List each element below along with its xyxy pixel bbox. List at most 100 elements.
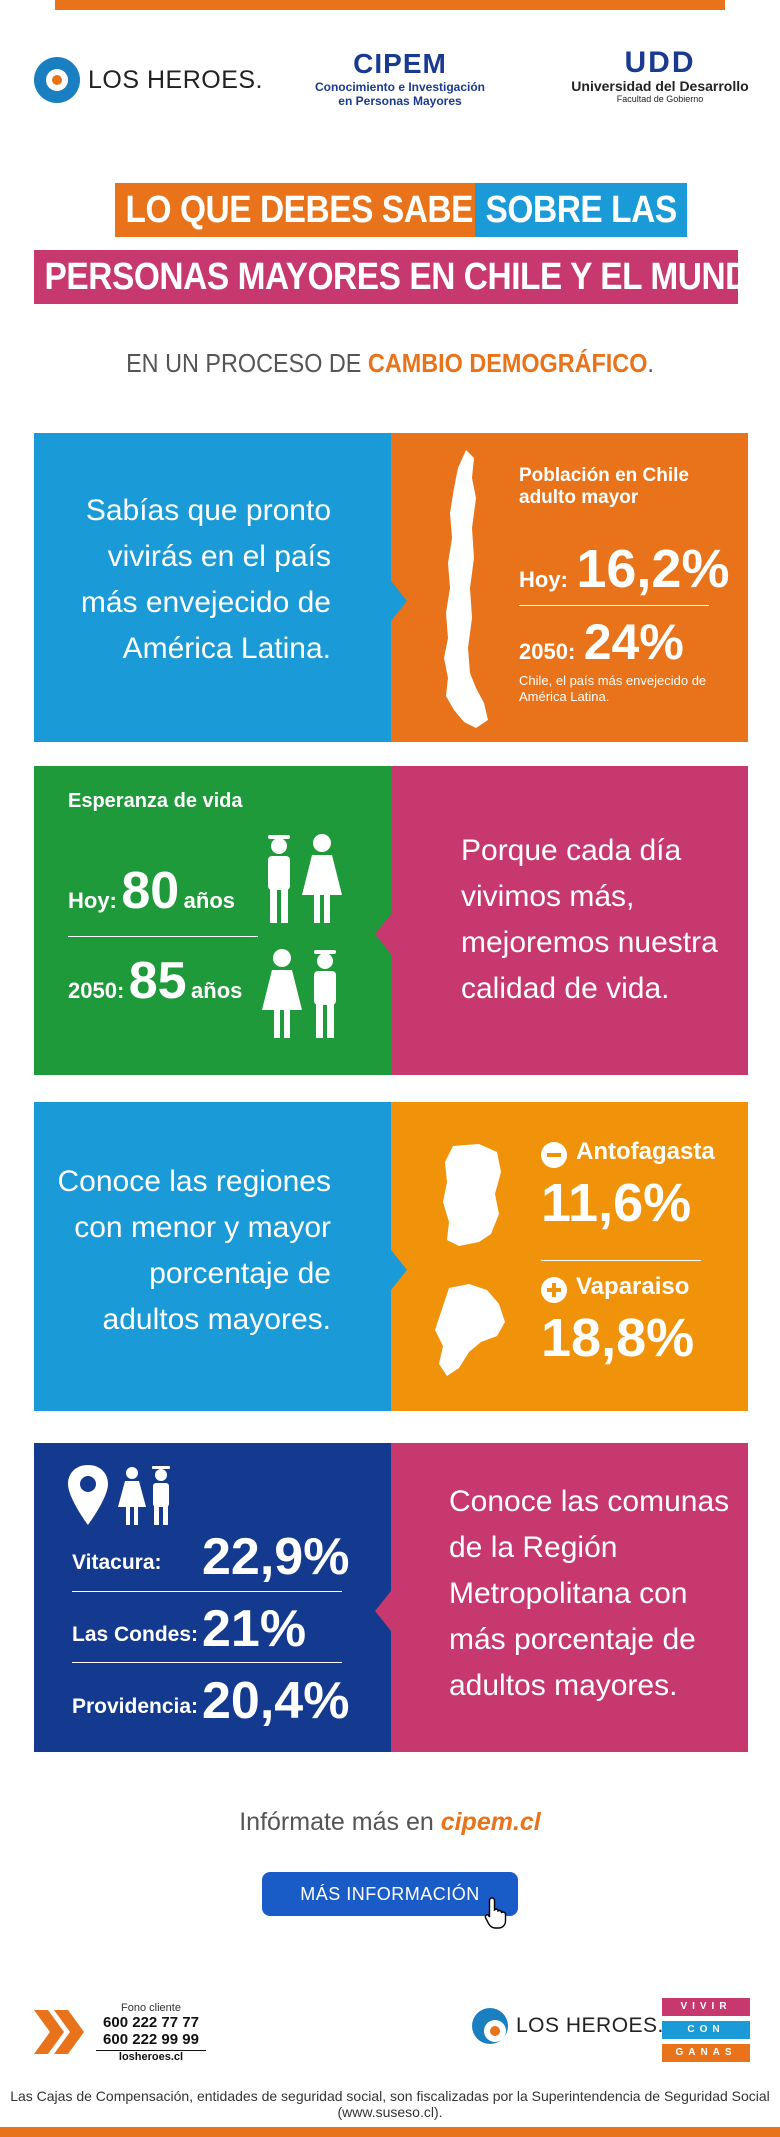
panel3-left: Conoce las regiones con menor y mayor po…	[34, 1102, 391, 1411]
panel4-row-value: 22,9%	[202, 1528, 350, 1586]
panel3-notch	[391, 1250, 407, 1290]
footer-los-heroes-logo[interactable]: LOS HEROES.	[472, 2008, 664, 2044]
panel1-right: Población en Chile adulto mayor Hoy: 16,…	[391, 433, 748, 742]
subtitle-prefix: EN UN PROCESO DE	[126, 348, 368, 378]
more-info-text: Infórmate más en cipem.cl	[0, 1808, 780, 1837]
panel2-left: Esperanza de vida Hoy: 80 años 2050: 85 …	[34, 766, 391, 1075]
more-info-button[interactable]: MÁS INFORMACIÓN	[262, 1872, 518, 1916]
site-link[interactable]: losheroes.cl	[96, 2050, 206, 2063]
udd-faculty: Facultad de Gobierno	[616, 94, 704, 104]
panel4-row-label: Vitacura:	[72, 1551, 162, 1574]
panel1-future-value: 24%	[583, 614, 684, 670]
los-heroes-logo-icon	[34, 57, 80, 103]
panel4-text-line: más porcentaje de	[449, 1623, 696, 1656]
vcg-word: GANAS	[662, 2044, 750, 2062]
panel4-notch	[375, 1591, 391, 1631]
panel1-text-line: América Latina.	[122, 632, 331, 665]
fono-label: Fono cliente	[121, 2002, 181, 2014]
panel3-text-line: adultos mayores.	[102, 1303, 331, 1336]
panel4-divider	[72, 1662, 342, 1663]
panel3-divider	[541, 1260, 701, 1261]
panel2-text-line: mejoremos nuestra	[461, 926, 718, 959]
panel3-text-line: con menor y mayor	[74, 1211, 331, 1244]
subtitle: EN UN PROCESO DE CAMBIO DEMOGRÁFICO.	[39, 348, 741, 379]
vivir-con-ganas-logo: VIVIR CON GANAS	[662, 1998, 750, 2062]
udd-logo[interactable]: UDD Universidad del Desarrollo Facultad …	[565, 46, 755, 105]
panel2-text-line: calidad de vida.	[461, 972, 670, 1005]
valparaiso-map-icon	[435, 1284, 505, 1376]
panel2-future-label: 2050:	[68, 978, 125, 1003]
panel2-heading: Esperanza de vida	[68, 790, 243, 812]
antofagasta-map-icon	[443, 1144, 501, 1246]
cipem-link[interactable]: cipem.cl	[440, 1808, 541, 1836]
panel1-note: Chile, el país más envejecido de	[519, 673, 707, 688]
location-people-icon	[68, 1465, 170, 1525]
panel4-text-line: adultos mayores.	[449, 1669, 678, 1702]
panel2-text-line: vivimos más,	[461, 880, 635, 913]
panel2-future-value: 85	[128, 952, 187, 1010]
contact-block: Fono cliente 600 222 77 77 600 222 99 99…	[96, 2002, 206, 2063]
panel1-heading: Población en Chile	[519, 465, 689, 486]
panel4-row-label: Las Condes:	[72, 1623, 199, 1646]
minus-icon	[541, 1142, 567, 1168]
panel4-row-label: Providencia:	[72, 1695, 199, 1718]
cipem-logo[interactable]: CIPEM Conocimiento e Investigación en Pe…	[300, 48, 500, 108]
panel1-text-line: Sabías que pronto	[85, 494, 331, 527]
panel3-region2-value: 18,8%	[541, 1308, 695, 1368]
panel2-today-unit: años	[183, 888, 235, 913]
panel3-text-line: Conoce las regiones	[57, 1165, 331, 1198]
panel2-right: Porque cada día vivimos más, mejoremos n…	[375, 766, 748, 1075]
panel4-right: Conoce las comunas de la Región Metropol…	[375, 1443, 748, 1752]
panel1-left: Sabías que pronto vivirás en el país más…	[34, 433, 391, 742]
panel3-region1-name: Antofagasta	[576, 1138, 715, 1165]
phone-number[interactable]: 600 222 77 77	[103, 2014, 199, 2031]
elderly-couple-icon	[268, 834, 342, 923]
panel1-note: América Latina.	[519, 689, 610, 704]
panel3-right: Antofagasta 11,6% Vaparaiso 18,8%	[391, 1102, 748, 1411]
top-accent-bar	[55, 0, 725, 10]
panel1-divider	[519, 605, 709, 606]
subtitle-highlight: CAMBIO DEMOGRÁFICO	[367, 348, 648, 378]
panel1-text-line: más envejecido de	[80, 586, 331, 619]
udd-mark: UDD	[624, 46, 696, 79]
panel1-future-label: 2050:	[519, 639, 576, 664]
panel1-notch	[391, 581, 407, 621]
panel4-text-line: de la Región	[449, 1531, 618, 1564]
subtitle-suffix: .	[647, 348, 654, 378]
elderly-couple-icon	[262, 949, 336, 1038]
phone-number[interactable]: 600 222 99 99	[103, 2031, 199, 2048]
panel1-text-line: vivirás en el país	[107, 540, 331, 573]
los-heroes-logo-text: LOS HEROES.	[88, 65, 263, 94]
panel2-today-value: 80	[121, 862, 180, 920]
panel4-left: Vitacura: 22,9% Las Condes: 21% Providen…	[34, 1443, 391, 1752]
title-line1-part2: SOBRE LAS	[475, 183, 688, 237]
cipem-subtitle-1: Conocimiento e Investigación	[314, 80, 486, 94]
panel4-text-line: Conoce las comunas	[449, 1485, 730, 1518]
vcg-word: VIVIR	[662, 1998, 750, 2016]
cipem-title: CIPEM	[353, 48, 447, 79]
title-line1-part1: LO QUE DEBES SABER	[115, 183, 508, 237]
panel4-row-value: 20,4%	[202, 1672, 350, 1730]
chile-map-icon	[444, 450, 488, 728]
panel1-heading: adulto mayor	[519, 487, 639, 508]
double-chevron-icon	[34, 2010, 84, 2054]
panel3-text-line: porcentaje de	[149, 1257, 331, 1290]
los-heroes-logo-icon	[472, 2008, 508, 2044]
disclaimer: Las Cajas de Compensación, entidades de …	[10, 2088, 770, 2120]
cipem-subtitle-2: en Personas Mayores	[338, 94, 462, 108]
panel2-notch	[375, 914, 391, 954]
panel3-region1-value: 11,6%	[541, 1173, 692, 1233]
los-heroes-logo-text: LOS HEROES.	[516, 2014, 664, 2037]
panel2-future-unit: años	[191, 978, 243, 1003]
los-heroes-logo[interactable]: LOS HEROES.	[34, 57, 263, 103]
hand-cursor-icon	[484, 1897, 507, 1929]
panel2-divider	[68, 936, 258, 937]
vcg-word: CON	[662, 2021, 750, 2039]
panel4-divider	[72, 1591, 342, 1592]
panel1-today-value: 16,2%	[576, 539, 730, 599]
panel4-row-value: 21%	[202, 1600, 307, 1658]
plus-icon	[541, 1277, 567, 1303]
bottom-accent-bar	[0, 2127, 780, 2137]
udd-name: Universidad del Desarrollo	[571, 78, 749, 94]
panel4-text-line: Metropolitana con	[449, 1577, 688, 1610]
